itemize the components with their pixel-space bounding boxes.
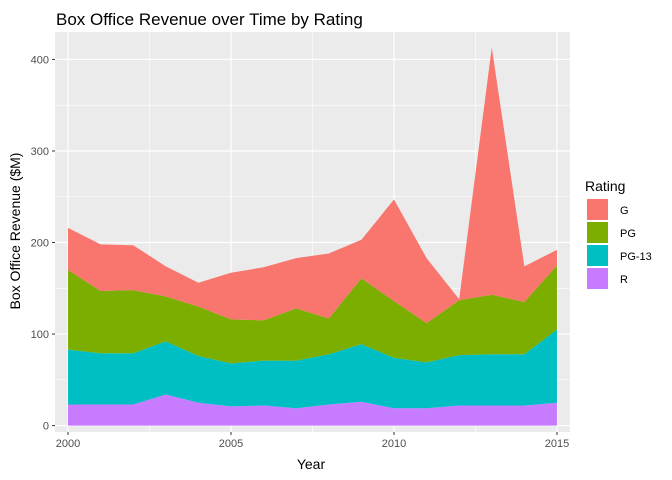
x-tick-label: 2015 xyxy=(545,438,569,450)
y-tick-label: 300 xyxy=(31,146,49,158)
legend-label-pg-13: PG-13 xyxy=(620,251,652,263)
area-r xyxy=(68,394,557,426)
y-tick-label: 0 xyxy=(43,421,49,433)
legend: Rating G PG PG-13 R xyxy=(585,178,652,289)
y-tick-label: 400 xyxy=(31,54,49,66)
legend-label-g: G xyxy=(620,205,629,217)
legend-key-pg-13 xyxy=(587,245,608,266)
chart-title: Box Office Revenue over Time by Rating xyxy=(56,10,363,29)
x-tick-label: 2010 xyxy=(382,438,406,450)
legend-label-r: R xyxy=(620,274,628,286)
area-pg-13 xyxy=(68,329,557,409)
legend-key-g xyxy=(587,199,608,220)
y-axis-title: Box Office Revenue ($M) xyxy=(7,153,23,310)
legend-key-r xyxy=(587,268,608,289)
area-series xyxy=(68,47,557,426)
area-g xyxy=(68,47,557,324)
legend-key-pg xyxy=(587,222,608,243)
y-tick-label: 100 xyxy=(31,329,49,341)
y-tick-label: 200 xyxy=(31,238,49,250)
x-tick-label: 2000 xyxy=(56,438,80,450)
x-axis: 2000 2005 2010 2015 xyxy=(56,432,569,450)
legend-title: Rating xyxy=(585,178,625,194)
y-axis: 0 100 200 300 400 xyxy=(31,54,55,433)
area-pg xyxy=(68,265,557,364)
legend-label-pg: PG xyxy=(620,228,636,240)
x-tick-label: 2005 xyxy=(219,438,243,450)
x-axis-title: Year xyxy=(297,456,326,472)
